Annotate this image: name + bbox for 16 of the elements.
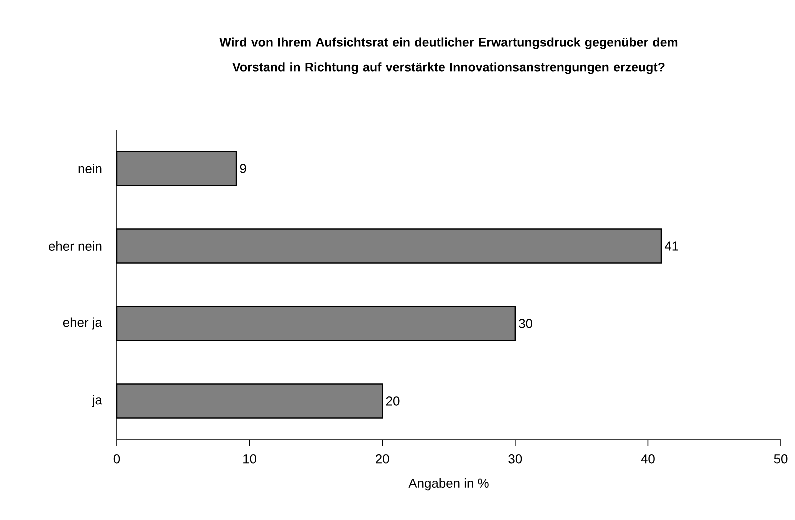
data-label: 20 (386, 396, 400, 406)
x-tick-label: 40 (641, 454, 655, 464)
data-label: 41 (664, 242, 678, 251)
y-tick-label: nein (78, 164, 102, 174)
x-axis-title: Angaben in % (408, 478, 489, 491)
x-tick-label: 10 (244, 454, 257, 464)
data-label: 9 (240, 164, 246, 174)
data-label: 30 (519, 319, 533, 328)
x-tick-label: 50 (774, 454, 788, 464)
y-tick-label: eher nein (49, 241, 102, 252)
chart-title: Wird von Ihrem Aufsichtsrat ein deutlicher Erwartungsdruck gegenüber dem Vorstand in Richtung auf verstärkte Innovationsanstrengungen erzeugt? (220, 38, 678, 74)
y-tick-label: eher ja (63, 318, 102, 330)
x-tick-label: 0 (114, 454, 120, 464)
y-tick-label: ja (92, 395, 102, 408)
x-tick-label: 30 (508, 454, 522, 464)
x-tick-label: 20 (376, 454, 390, 464)
